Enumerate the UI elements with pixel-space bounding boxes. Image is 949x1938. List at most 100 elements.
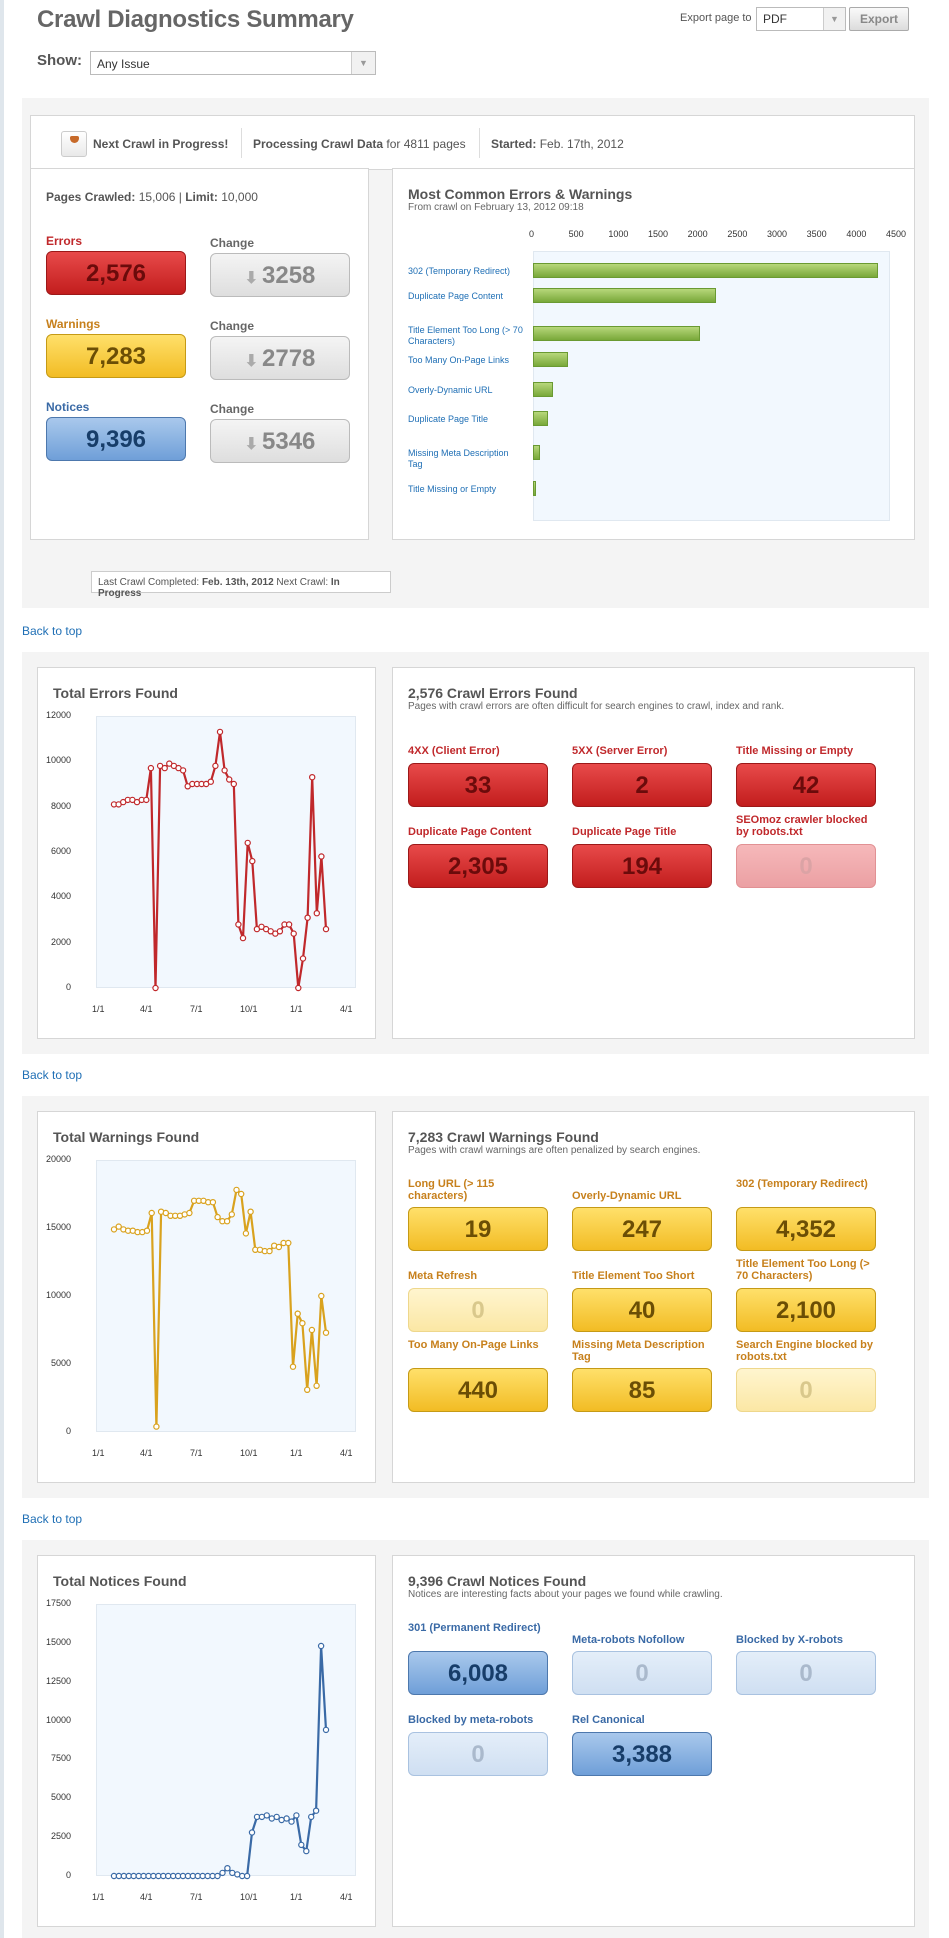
data-point[interactable] [235, 921, 242, 928]
data-point[interactable] [244, 839, 251, 847]
data-point[interactable] [148, 1209, 155, 1217]
data-point[interactable] [219, 1869, 226, 1877]
warnings-count-badge[interactable]: 7,283 [46, 334, 186, 378]
data-point[interactable] [161, 764, 168, 772]
bar-category-label[interactable]: Title Element Too Long (> 70 Characters) [408, 325, 523, 346]
export-button[interactable]: Export [849, 7, 909, 31]
data-point[interactable] [224, 1865, 231, 1872]
data-point[interactable] [318, 1292, 325, 1300]
data-point[interactable] [299, 955, 307, 962]
data-point[interactable] [243, 1872, 251, 1880]
data-point[interactable] [143, 1227, 151, 1234]
data-point[interactable] [312, 1807, 320, 1814]
data-point[interactable] [266, 1247, 273, 1255]
data-point[interactable] [223, 1217, 231, 1225]
errors-count-badge[interactable]: 2,576 [46, 251, 186, 295]
data-point[interactable] [309, 773, 316, 781]
data-point[interactable] [233, 1186, 240, 1194]
data-point[interactable] [283, 1815, 290, 1822]
data-point[interactable] [162, 1209, 170, 1217]
back-to-top-link[interactable]: Back to top [22, 1068, 83, 1082]
error-badge-duplicate-content[interactable]: 2,305 [408, 844, 548, 888]
data-point[interactable] [285, 1239, 292, 1247]
data-point[interactable] [186, 1209, 193, 1217]
data-point[interactable] [248, 1829, 256, 1836]
data-point[interactable] [276, 928, 284, 935]
data-point[interactable] [207, 778, 214, 785]
error-badge-4xx[interactable]: 33 [408, 763, 548, 807]
data-point[interactable] [275, 1243, 283, 1251]
back-to-top-link[interactable]: Back to top [22, 624, 83, 638]
data-point[interactable] [179, 767, 187, 774]
data-point[interactable] [304, 914, 311, 921]
data-point[interactable] [290, 930, 297, 937]
warning-badge-dynamic-url[interactable]: 247 [572, 1207, 712, 1251]
warning-badge-long-url[interactable]: 19 [408, 1207, 548, 1251]
data-point[interactable] [221, 767, 228, 774]
bar-category-label[interactable]: Missing Meta Description Tag [408, 448, 509, 469]
data-point[interactable] [295, 984, 302, 992]
notice-badge-canonical[interactable]: 3,388 [572, 1732, 712, 1776]
data-point[interactable] [239, 934, 247, 942]
notice-badge-301[interactable]: 6,008 [408, 1651, 548, 1695]
change-label: Change [210, 402, 255, 416]
data-point[interactable] [322, 1329, 330, 1336]
export-format-select[interactable]: PDF ▼ [756, 7, 846, 31]
notices-count-badge[interactable]: 9,396 [46, 417, 186, 461]
data-point[interactable] [308, 1326, 316, 1334]
data-point[interactable] [247, 1208, 254, 1215]
data-point[interactable] [143, 796, 150, 804]
data-point[interactable] [242, 1230, 250, 1237]
data-point[interactable] [147, 764, 155, 772]
error-badge-duplicate-title[interactable]: 194 [572, 844, 712, 888]
data-point[interactable] [304, 1386, 311, 1393]
bar-category-label[interactable]: 302 (Temporary Redirect) [408, 266, 511, 276]
data-point[interactable] [225, 776, 233, 783]
bar-category-label[interactable]: Too Many On-Page Links [408, 355, 510, 365]
data-point[interactable] [152, 984, 159, 992]
data-point[interactable] [237, 1190, 245, 1198]
data-point[interactable] [298, 1841, 305, 1849]
warning-badge-too-many-links[interactable]: 440 [408, 1368, 548, 1412]
warning-badge-missing-meta[interactable]: 85 [572, 1368, 712, 1412]
data-point[interactable] [288, 1818, 295, 1825]
data-point[interactable] [322, 1726, 330, 1734]
bar-category-label[interactable]: Title Missing or Empty [408, 484, 497, 494]
data-point[interactable] [322, 925, 330, 933]
error-badge-5xx[interactable]: 2 [572, 763, 712, 807]
bar-category-label[interactable]: Overly-Dynamic URL [408, 385, 493, 395]
data-point[interactable] [115, 1223, 122, 1230]
data-point[interactable] [209, 1198, 217, 1206]
data-point[interactable] [303, 1847, 310, 1855]
data-point[interactable] [214, 1872, 221, 1880]
data-point[interactable] [273, 1813, 280, 1821]
data-point[interactable] [317, 1642, 325, 1650]
bar-category-label[interactable]: Duplicate Page Title [408, 414, 489, 424]
data-point[interactable] [228, 1211, 235, 1218]
warning-badge-title-short[interactable]: 40 [572, 1288, 712, 1332]
data-point[interactable] [294, 1310, 301, 1317]
data-point[interactable] [293, 1812, 300, 1819]
show-filter-select[interactable]: Any Issue ▼ [90, 51, 376, 75]
data-point[interactable] [308, 1813, 315, 1821]
back-to-top-link[interactable]: Back to top [22, 1512, 83, 1526]
data-point[interactable] [289, 1363, 297, 1370]
data-point[interactable] [285, 921, 293, 928]
notice-badge-meta-robots: 0 [408, 1732, 548, 1776]
error-badge-title-missing[interactable]: 42 [736, 763, 876, 807]
data-point[interactable] [230, 780, 237, 788]
data-point[interactable] [318, 853, 325, 860]
data-point[interactable] [110, 1226, 118, 1233]
data-point[interactable] [263, 1812, 270, 1819]
bar-category-label[interactable]: Duplicate Page Content [408, 291, 504, 301]
warning-badge-302[interactable]: 4,352 [736, 1207, 876, 1251]
data-point[interactable] [214, 1213, 221, 1221]
data-point[interactable] [313, 1382, 320, 1389]
warning-badge-title-long[interactable]: 2,100 [736, 1288, 876, 1332]
data-point[interactable] [313, 909, 320, 917]
data-point[interactable] [216, 728, 224, 736]
data-point[interactable] [153, 1423, 160, 1430]
data-point[interactable] [299, 1319, 306, 1327]
data-point[interactable] [212, 762, 219, 770]
data-point[interactable] [249, 857, 256, 865]
